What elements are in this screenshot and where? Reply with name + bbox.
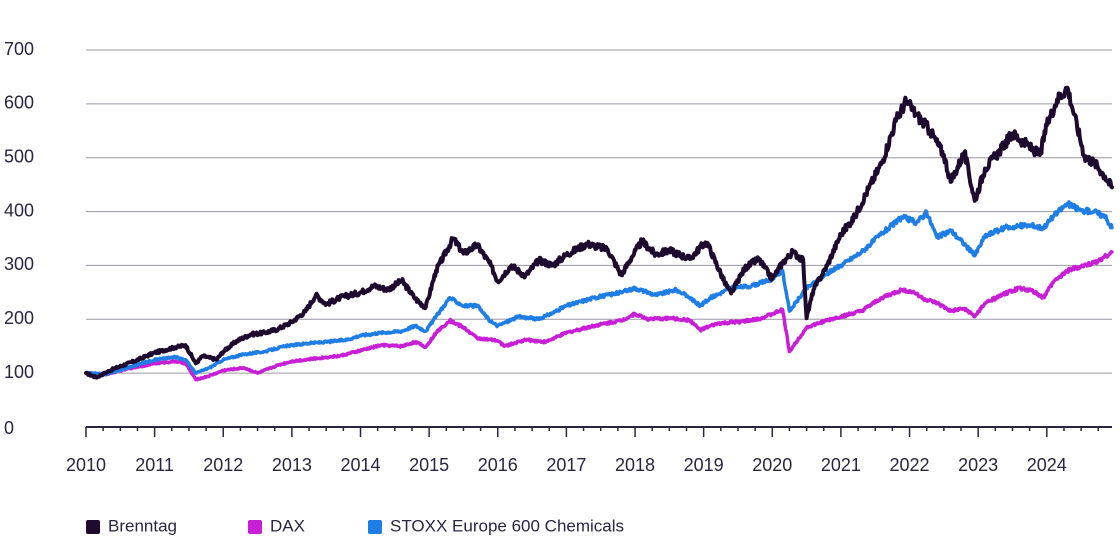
y-tick-label: 400	[4, 200, 34, 220]
legend: Brenntag DAX STOXX Europe 600 Chemicals	[86, 516, 624, 535]
series-line-dax	[84, 250, 1114, 382]
x-tick-label: 2021	[821, 455, 861, 475]
y-tick-label: 500	[4, 146, 34, 166]
x-tick-label: 2017	[546, 455, 586, 475]
legend-swatch	[86, 520, 100, 534]
x-tick-label: 2023	[958, 455, 998, 475]
legend-label: Brenntag	[108, 516, 177, 535]
x-tick-label: 2020	[752, 455, 792, 475]
y-tick-label: 700	[4, 39, 34, 59]
grid-lines	[86, 49, 1112, 374]
x-tick-label: 2013	[272, 455, 312, 475]
x-axis: 2010 2011 2012 2013 2014 2015 2016 2017 2018 2019…	[66, 426, 1112, 475]
x-tick-label: 2016	[478, 455, 518, 475]
y-tick-label: 300	[4, 254, 34, 274]
y-tick-label: 200	[4, 308, 34, 328]
legend-swatch	[248, 520, 262, 534]
y-axis: 0 100 200 300 400 500 600 700	[4, 39, 34, 438]
x-tick-label: 2024	[1027, 455, 1067, 475]
series-line-stoxx-europe-600-chemicals	[84, 200, 1114, 377]
series-lines	[84, 85, 1114, 382]
x-tick-label: 2010	[66, 455, 106, 475]
legend-label: DAX	[270, 516, 305, 535]
x-tick-label: 2022	[890, 455, 930, 475]
x-tick-label: 2018	[615, 455, 655, 475]
y-tick-label: 600	[4, 93, 34, 113]
series-line-brenntag	[84, 85, 1114, 380]
x-tick-label: 2014	[340, 455, 380, 475]
x-tick-label: 2011	[135, 455, 174, 475]
legend-swatch	[368, 520, 382, 534]
x-tick-label: 2019	[684, 455, 724, 475]
legend-label: STOXX Europe 600 Chemicals	[390, 516, 624, 535]
x-tick-label: 2012	[203, 455, 243, 475]
x-tick-label: 2015	[409, 455, 449, 475]
y-tick-label: 0	[4, 418, 14, 438]
y-tick-label: 100	[4, 362, 34, 382]
